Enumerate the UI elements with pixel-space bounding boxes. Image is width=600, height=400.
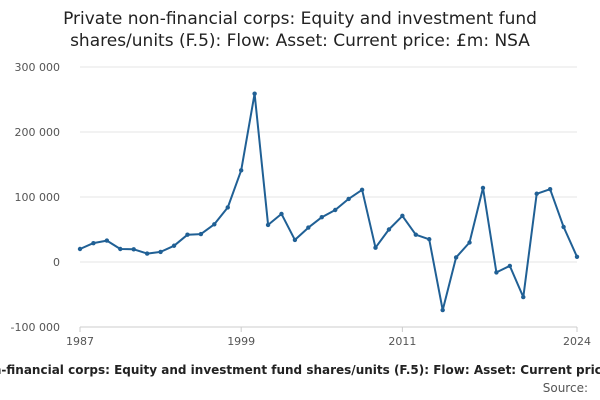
y-tick-label: 100 000 [15, 191, 61, 204]
data-point[interactable] [306, 225, 311, 230]
data-point[interactable] [319, 214, 324, 220]
data-point[interactable] [77, 246, 83, 252]
data-point[interactable] [413, 232, 419, 237]
data-point[interactable] [494, 270, 499, 275]
x-tick-label: 1999 [227, 335, 255, 348]
data-point[interactable] [574, 254, 580, 259]
data-point[interactable] [238, 168, 244, 173]
y-tick-label: 200 000 [15, 126, 61, 139]
x-tick-label: 1987 [66, 335, 94, 348]
data-point[interactable] [118, 246, 123, 252]
legend-series-name[interactable]: Private non-financial corps: Equity and … [0, 363, 600, 377]
data-point[interactable] [91, 240, 96, 246]
data-point[interactable] [400, 213, 405, 219]
data-point[interactable] [171, 243, 177, 248]
data-point[interactable] [252, 91, 257, 96]
data-point[interactable] [373, 245, 378, 250]
data-point[interactable] [198, 231, 204, 237]
y-tick-label: -100 000 [11, 321, 60, 334]
y-axis: 300 000 200 000 100 000 0 -100 000 [11, 61, 60, 334]
data-point[interactable] [131, 247, 136, 252]
data-point[interactable] [333, 207, 338, 213]
plot-area [77, 91, 580, 313]
source-label: Source: [543, 381, 588, 395]
x-tick-label: 2024 [563, 335, 591, 348]
data-point[interactable] [534, 191, 539, 196]
data-point[interactable] [144, 251, 150, 256]
data-point[interactable] [359, 187, 365, 193]
y-tick-label: 0 [53, 256, 60, 269]
data-point[interactable] [279, 211, 284, 217]
data-point[interactable] [104, 238, 110, 243]
data-point[interactable] [185, 232, 190, 237]
x-tick-label: 2011 [388, 335, 416, 348]
data-point[interactable] [158, 249, 163, 255]
data-point[interactable] [547, 187, 553, 192]
x-axis: 1987 1999 2011 2024 [66, 326, 591, 348]
data-point[interactable] [265, 222, 271, 228]
data-point[interactable] [561, 224, 566, 230]
data-point[interactable] [225, 205, 230, 210]
data-point[interactable] [212, 222, 217, 227]
data-point[interactable] [507, 263, 513, 269]
chart-title-line-1: Private non-financial corps: Equity and … [63, 9, 537, 29]
series-line [79, 92, 578, 312]
y-tick-label: 300 000 [15, 61, 61, 74]
data-point[interactable] [292, 237, 298, 243]
data-point[interactable] [346, 196, 351, 202]
chart-title-line-2: shares/units (F.5): Flow: Asset: Current… [70, 31, 530, 51]
data-point[interactable] [427, 237, 432, 242]
data-point[interactable] [521, 294, 526, 300]
data-point[interactable] [440, 307, 445, 313]
data-point[interactable] [453, 255, 459, 260]
gridlines [80, 66, 577, 328]
data-point[interactable] [386, 227, 392, 232]
data-point[interactable] [480, 185, 486, 191]
data-point[interactable] [467, 240, 472, 245]
